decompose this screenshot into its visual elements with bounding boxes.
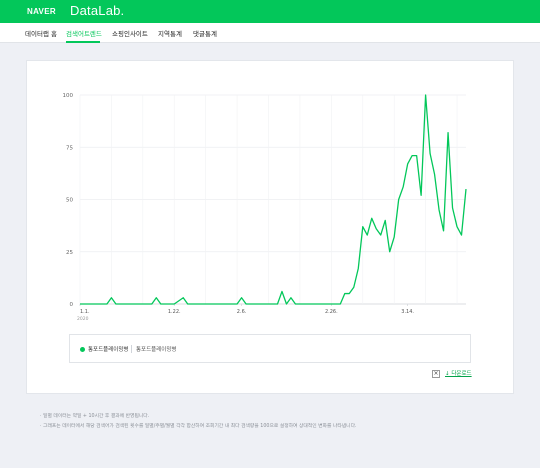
- series-line: [80, 94, 467, 305]
- nav-search-trend[interactable]: 검색어트렌드: [66, 30, 102, 38]
- note-daily: · 일별 데이터는 약일 + 10시간 후 결과에 반영됩니다.: [40, 414, 150, 419]
- y-tick-label: 50: [66, 198, 73, 204]
- legend-divider: [131, 345, 132, 353]
- nav-shopping-insight[interactable]: 쇼핑인사이트: [112, 30, 148, 38]
- y-tick-label: 0: [70, 302, 74, 308]
- nav-regional-stats[interactable]: 지역통계: [158, 30, 182, 38]
- x-tick-label: 2.26.: [325, 309, 338, 315]
- legend-color-dot: [80, 347, 85, 352]
- x-tick-label: 2.6.: [237, 309, 247, 315]
- main-nav: 데이터랩 홈 검색어트렌드 쇼핑인사이트 지역통계 댓글통계: [0, 23, 540, 43]
- top-header-bar: NAVER DataLab.: [0, 0, 540, 23]
- legend-series-label: 통포드플레이밍병: [88, 347, 129, 353]
- notes-section: · 일별 데이터는 약일 + 10시간 후 결과에 반영됩니다. · 그래프는 …: [40, 412, 357, 432]
- nav-datalab-home[interactable]: 데이터랩 홈: [25, 30, 57, 38]
- y-tick-label: 75: [66, 145, 73, 151]
- y-tick-label: 100: [63, 93, 74, 99]
- x-tick-label: 3.14.: [401, 309, 414, 315]
- x-tick-label: 1.22.: [168, 309, 181, 315]
- download-button[interactable]: ↓ 다운로드: [445, 371, 472, 377]
- naver-logo[interactable]: NAVER: [27, 7, 56, 16]
- x-tick-sublabel: 2020: [77, 316, 89, 322]
- chart-legend: 통포드플레이밍병 통포드플레이밍병: [69, 334, 471, 363]
- x-tick-label: 1.1.: [80, 309, 90, 315]
- legend-series-sublabel: 통포드플레이밍병: [136, 347, 177, 353]
- note-graph-explanation: · 그래프는 데이터에서 해당 검색어가 검색된 횟수를 일별/주별/월별 각각…: [40, 424, 357, 429]
- close-icon[interactable]: ×: [432, 370, 440, 378]
- datalab-logo[interactable]: DataLab.: [70, 3, 125, 18]
- y-tick-label: 25: [66, 250, 73, 256]
- nav-comment-stats[interactable]: 댓글통계: [193, 30, 217, 38]
- active-tab-indicator: [66, 41, 100, 43]
